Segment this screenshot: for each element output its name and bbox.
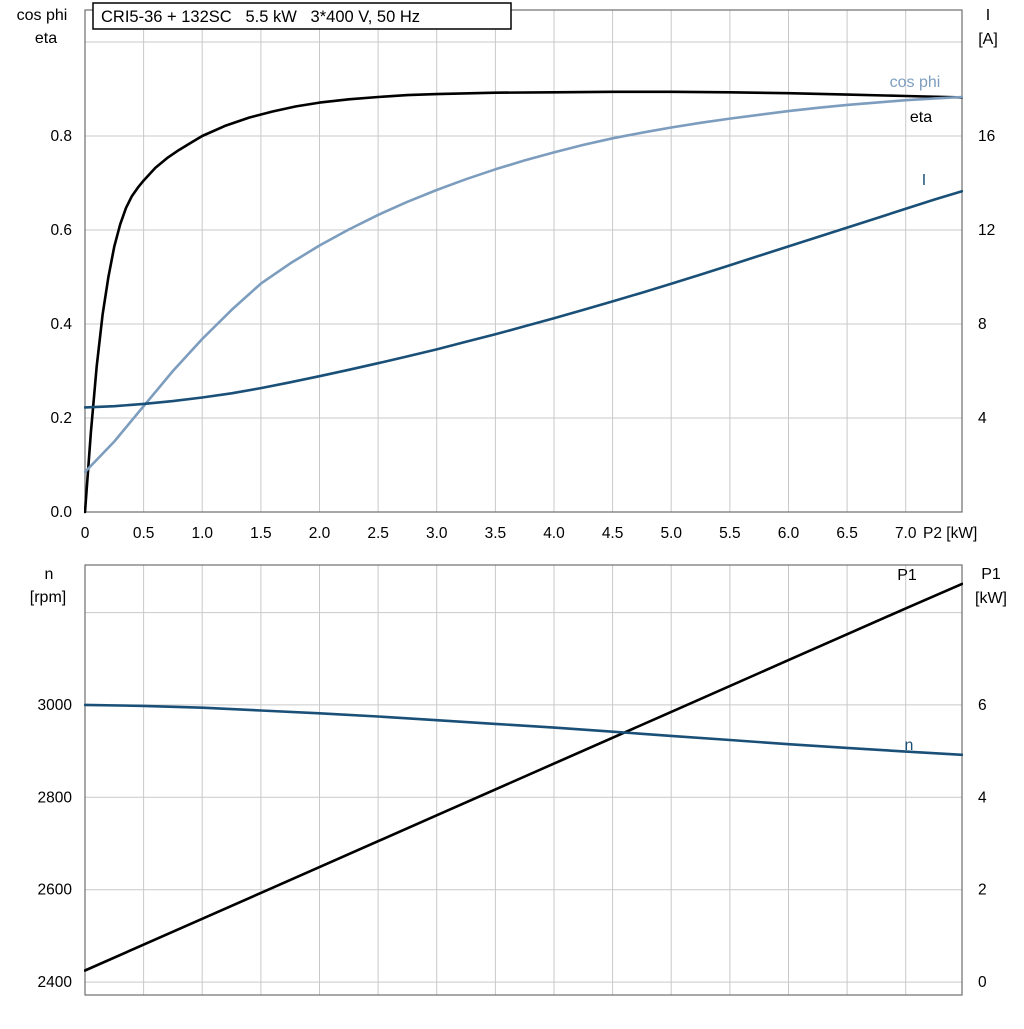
y-left-axis-title: n: [45, 566, 54, 583]
x-tick-label: 0: [81, 525, 90, 542]
y-right-tick-label: 12: [978, 222, 995, 239]
y-right-axis-title: [A]: [978, 31, 998, 48]
y-right-tick-label: 16: [978, 128, 995, 145]
y-left-tick-label: 0.8: [50, 128, 72, 145]
x-tick-label: 3.0: [426, 525, 448, 542]
x-tick-label: 0.5: [133, 525, 155, 542]
y-left-tick-label: 2400: [38, 974, 73, 991]
x-tick-label: 3.5: [485, 525, 507, 542]
x-tick-label: 6.5: [836, 525, 858, 542]
y-left-tick-label: 0.4: [50, 316, 72, 333]
x-tick-label: 4.0: [543, 525, 565, 542]
p1-curve: [84, 582, 963, 972]
x-tick-label: 2.0: [309, 525, 331, 542]
curves: [84, 90, 963, 514]
eta-curve-label: eta: [910, 109, 932, 126]
y-left-tick-label: 0.2: [50, 410, 72, 427]
chart-title-box: [92, 2, 512, 30]
y-right-tick-label: 4: [978, 410, 987, 427]
plot-border: [84, 564, 963, 996]
y-left-tick-label: 0.6: [50, 222, 72, 239]
y-left-axis-title: eta: [35, 30, 57, 47]
y-left-axis-title: [rpm]: [30, 589, 66, 606]
x-axis-label: P2 [kW]: [923, 525, 977, 542]
y-right-axis-title: I: [986, 7, 990, 24]
y-left-tick-label: 2800: [38, 789, 73, 806]
y-left-tick-label: 3000: [38, 697, 73, 714]
y-left-axis-title: cos phi: [17, 7, 68, 24]
y-right-tick-label: 8: [978, 316, 987, 333]
chart-title: CRI5-36 + 132SC 5.5 kW 3*400 V, 50 Hz: [101, 8, 420, 26]
y-right-tick-label: 4: [978, 789, 987, 806]
i-curve: [84, 189, 963, 409]
y-right-axis-title: [kW]: [975, 590, 1007, 607]
x-tick-label: 1.5: [250, 525, 272, 542]
y-right-axis-title: P1: [981, 566, 1001, 583]
n-curve: [84, 703, 963, 757]
x-tick-label: 7.0: [895, 525, 917, 542]
bottom-chart: 2400 2600 2800 3000 0 2 4 6 n [rpm] P1 [kW] P1 n: [30, 564, 1007, 996]
x-tick-label: 1.0: [191, 525, 213, 542]
curves: [84, 582, 963, 972]
plot-border: [84, 9, 963, 513]
x-tick-label: 5.5: [719, 525, 741, 542]
cos-phi-curve: [84, 95, 963, 474]
x-tick-label: 4.5: [602, 525, 624, 542]
p1-curve-label: P1: [897, 567, 917, 584]
n-curve-label: n: [905, 737, 914, 754]
eta-curve: [84, 90, 963, 514]
y-left-tick-label: 2600: [38, 882, 73, 899]
i-curve-label: I: [922, 172, 926, 189]
y-right-tick-label: 2: [978, 882, 987, 899]
cos-phi-curve-label: cos phi: [890, 74, 941, 91]
y-right-tick-label: 6: [978, 697, 987, 714]
x-tick-label: 6.0: [778, 525, 800, 542]
x-tick-label: 2.5: [367, 525, 389, 542]
top-chart: 0 0.5 1.0 1.5 2.0 2.5 3.0 3.5 4.0 4.5 5.0 5.5 6.0 6.5…: [17, 2, 998, 542]
y-right-tick-label: 0: [978, 974, 987, 991]
x-tick-label: 5.0: [660, 525, 682, 542]
y-left-tick-label: 0.0: [50, 504, 72, 521]
